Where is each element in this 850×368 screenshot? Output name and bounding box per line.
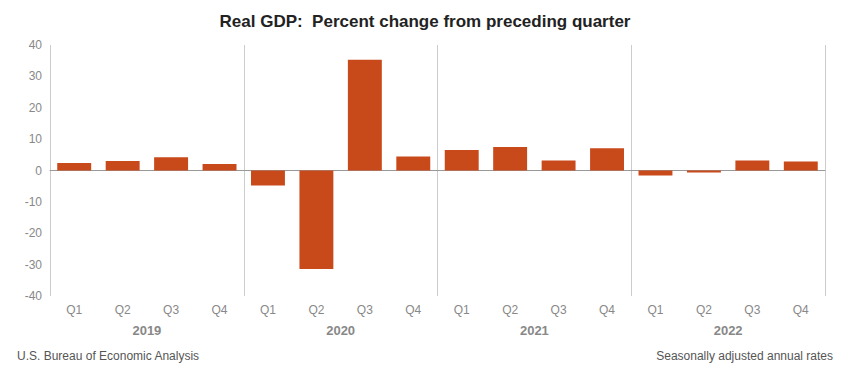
svg-text:Q3: Q3 — [551, 303, 567, 317]
svg-text:20: 20 — [29, 101, 43, 115]
svg-text:Q4: Q4 — [405, 303, 421, 317]
svg-text:Q2: Q2 — [308, 303, 324, 317]
svg-text:Q1: Q1 — [454, 303, 470, 317]
svg-text:Q1: Q1 — [647, 303, 663, 317]
svg-text:-20: -20 — [25, 226, 43, 240]
svg-text:0: 0 — [35, 164, 42, 178]
svg-text:Q3: Q3 — [163, 303, 179, 317]
svg-text:Q2: Q2 — [696, 303, 712, 317]
svg-text:U.S. Bureau of Economic Analys: U.S. Bureau of Economic Analysis — [17, 349, 199, 363]
svg-text:-30: -30 — [25, 258, 43, 272]
svg-text:Q2: Q2 — [502, 303, 518, 317]
svg-text:Seasonally adjusted annual rat: Seasonally adjusted annual rates — [656, 349, 833, 363]
svg-text:Q4: Q4 — [599, 303, 615, 317]
svg-text:2022: 2022 — [714, 323, 743, 338]
svg-text:Q4: Q4 — [793, 303, 809, 317]
svg-text:Q1: Q1 — [260, 303, 276, 317]
svg-text:Q3: Q3 — [357, 303, 373, 317]
svg-text:2021: 2021 — [520, 323, 549, 338]
svg-text:-40: -40 — [25, 289, 43, 303]
svg-text:10: 10 — [29, 132, 43, 146]
svg-text:2020: 2020 — [326, 323, 355, 338]
svg-text:-10: -10 — [25, 195, 43, 209]
svg-text:2019: 2019 — [132, 323, 161, 338]
svg-text:Q1: Q1 — [66, 303, 82, 317]
svg-text:30: 30 — [29, 69, 43, 83]
svg-text:40: 40 — [29, 38, 43, 52]
svg-text:Q4: Q4 — [212, 303, 228, 317]
svg-text:Q3: Q3 — [744, 303, 760, 317]
svg-text:Real GDP: Percent change from: Real GDP: Percent change from preceding … — [220, 12, 631, 31]
svg-text:Q2: Q2 — [115, 303, 131, 317]
